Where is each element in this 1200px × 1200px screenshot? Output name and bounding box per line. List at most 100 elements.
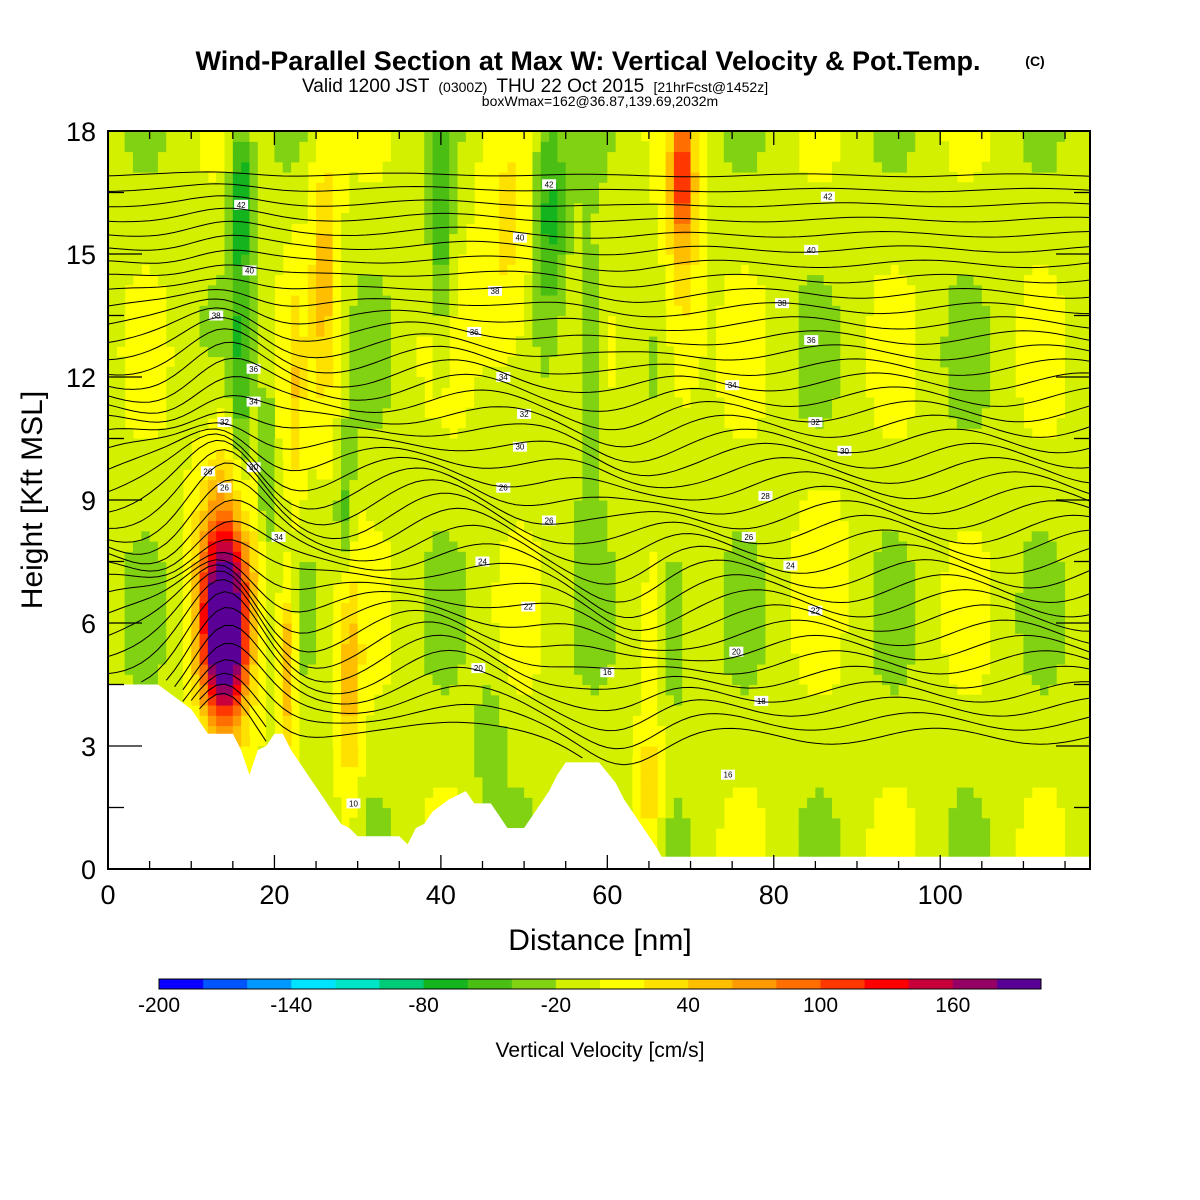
velocity-cell bbox=[157, 582, 167, 593]
velocity-cell bbox=[732, 530, 742, 542]
velocity-cell bbox=[465, 202, 475, 214]
velocity-cell bbox=[374, 776, 384, 788]
velocity-cell bbox=[291, 592, 300, 604]
velocity-cell bbox=[615, 182, 625, 194]
velocity-cell bbox=[648, 295, 658, 306]
velocity-cell bbox=[557, 356, 567, 368]
velocity-cell bbox=[474, 479, 484, 491]
velocity-cell bbox=[174, 264, 184, 276]
velocity-cell bbox=[490, 725, 500, 737]
velocity-cell bbox=[249, 520, 259, 532]
velocity-cell bbox=[449, 541, 459, 552]
velocity-cell bbox=[615, 664, 625, 675]
velocity-cell bbox=[266, 161, 276, 173]
velocity-cell bbox=[465, 479, 475, 491]
velocity-cell bbox=[432, 192, 442, 204]
velocity-cell bbox=[782, 325, 791, 337]
velocity-cell bbox=[232, 571, 242, 583]
velocity-cell bbox=[690, 582, 700, 593]
velocity-cell bbox=[349, 264, 359, 276]
velocity-cell bbox=[174, 510, 184, 522]
velocity-cell bbox=[157, 202, 167, 214]
velocity-cell bbox=[382, 807, 392, 819]
velocity-cell bbox=[499, 233, 509, 245]
velocity-cell bbox=[390, 797, 400, 809]
velocity-cell bbox=[415, 377, 425, 388]
velocity-cell bbox=[599, 366, 608, 378]
velocity-cell bbox=[565, 705, 575, 716]
velocity-cell bbox=[673, 582, 683, 593]
velocity-cell bbox=[507, 428, 517, 440]
velocity-cell bbox=[698, 684, 708, 696]
velocity-cell bbox=[665, 428, 675, 440]
velocity-cell bbox=[432, 223, 442, 235]
velocity-cell bbox=[782, 838, 791, 850]
velocity-cell bbox=[357, 725, 367, 737]
velocity-cell bbox=[490, 756, 500, 768]
velocity-cell bbox=[108, 510, 117, 522]
velocity-cell bbox=[424, 551, 434, 563]
velocity-cell bbox=[282, 192, 292, 204]
velocity-cell bbox=[490, 366, 500, 378]
velocity-cell bbox=[157, 213, 167, 224]
valid-main: Valid 1200 JST bbox=[302, 76, 430, 97]
velocity-cell bbox=[782, 530, 791, 542]
velocity-cell bbox=[232, 735, 242, 747]
velocity-cell bbox=[116, 315, 126, 327]
velocity-cell bbox=[782, 192, 791, 204]
velocity-cell bbox=[307, 192, 317, 204]
velocity-cell bbox=[199, 213, 209, 224]
velocity-cell bbox=[657, 418, 667, 429]
velocity-cell bbox=[673, 315, 683, 327]
velocity-cell bbox=[665, 356, 675, 368]
velocity-cell bbox=[565, 530, 575, 542]
velocity-cell bbox=[690, 459, 700, 470]
velocity-cell bbox=[399, 623, 409, 634]
velocity-cell bbox=[599, 756, 608, 768]
velocity-cell bbox=[499, 223, 509, 235]
velocity-cell bbox=[765, 141, 775, 153]
velocity-cell bbox=[324, 582, 334, 593]
velocity-cell bbox=[565, 254, 575, 265]
velocity-cell bbox=[324, 325, 334, 337]
velocity-cell bbox=[549, 418, 558, 429]
velocity-cell bbox=[607, 746, 617, 757]
velocity-cell bbox=[648, 315, 658, 327]
velocity-cell bbox=[291, 582, 300, 593]
velocity-cell bbox=[415, 192, 425, 204]
velocity-cell bbox=[274, 582, 284, 593]
velocity-cell bbox=[682, 705, 692, 716]
velocity-cell bbox=[773, 284, 783, 296]
velocity-cell bbox=[599, 233, 608, 245]
velocity-cell bbox=[773, 602, 783, 614]
velocity-cell bbox=[199, 418, 209, 429]
velocity-cell bbox=[590, 643, 600, 655]
velocity-cell bbox=[574, 438, 583, 450]
velocity-cell bbox=[257, 530, 267, 542]
velocity-cell bbox=[640, 510, 650, 522]
velocity-cell bbox=[207, 397, 217, 409]
velocity-cell bbox=[557, 233, 567, 245]
velocity-cell bbox=[723, 428, 733, 440]
velocity-cell bbox=[307, 582, 317, 593]
velocity-cell bbox=[474, 653, 484, 665]
velocity-cell bbox=[515, 735, 525, 747]
velocity-cell bbox=[415, 623, 425, 634]
velocity-cell bbox=[557, 172, 567, 183]
velocity-cell bbox=[432, 131, 442, 142]
velocity-cell bbox=[549, 633, 558, 645]
velocity-cell bbox=[632, 602, 642, 614]
velocity-cell bbox=[324, 684, 334, 696]
velocity-cell bbox=[640, 561, 650, 573]
velocity-cell bbox=[582, 746, 592, 757]
velocity-cell bbox=[216, 715, 226, 727]
velocity-cell bbox=[291, 356, 300, 368]
velocity-cell bbox=[623, 141, 633, 153]
velocity-cell bbox=[640, 469, 650, 481]
velocity-cell bbox=[357, 192, 367, 204]
velocity-cell bbox=[432, 766, 442, 778]
velocity-cell bbox=[623, 407, 633, 419]
velocity-cell bbox=[623, 746, 633, 757]
velocity-cell bbox=[341, 387, 350, 399]
velocity-cell bbox=[707, 407, 717, 419]
